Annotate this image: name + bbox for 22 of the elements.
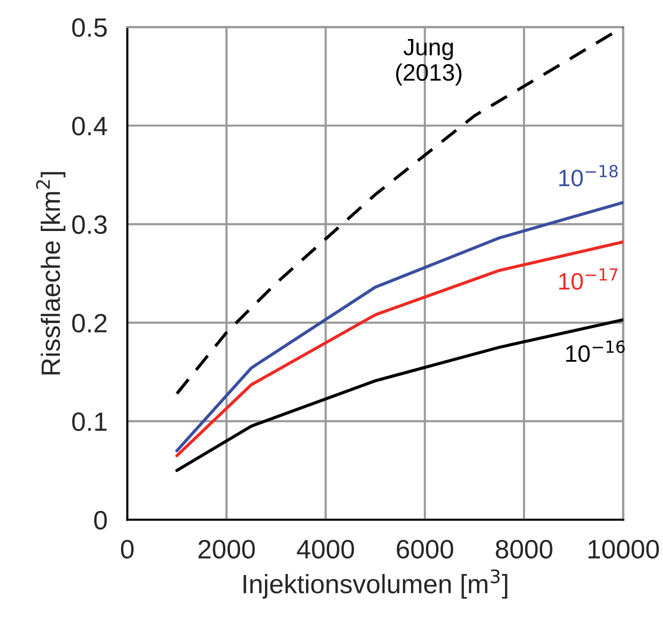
series-label: 10$^{−17}$ [559,268,618,290]
y-tick-label: 0.5 [72,18,107,37]
line-series [175,318,624,472]
x-tick-label: 6000 [396,540,454,559]
line-series [175,27,624,396]
line-series [175,200,624,452]
y-axis-title: Rissflaeche [km$^{2}$] [36,172,66,374]
x-tick-label: 0 [120,540,134,559]
y-tick-label: 0.2 [72,314,107,333]
x-tick-label: 8000 [496,540,552,559]
series-label: Jung (2013) [396,38,462,86]
y-tick-label: 0.1 [72,412,107,432]
series-label: 10$^{−18}$ [559,164,618,186]
y-tick-label: 0.3 [72,215,107,234]
y-tick-label: 0.4 [72,116,108,136]
x-tick-label: 2000 [198,540,255,559]
series-label: 10$^{−16}$ [566,340,625,362]
x-tick-label: 4000 [296,540,354,559]
x-tick-label: 10000 [588,540,659,559]
x-axis-title: Injektionsvolumen [m$^{3}$] [244,569,508,599]
y-tick-label: 0 [94,510,107,530]
line-series [175,240,624,458]
